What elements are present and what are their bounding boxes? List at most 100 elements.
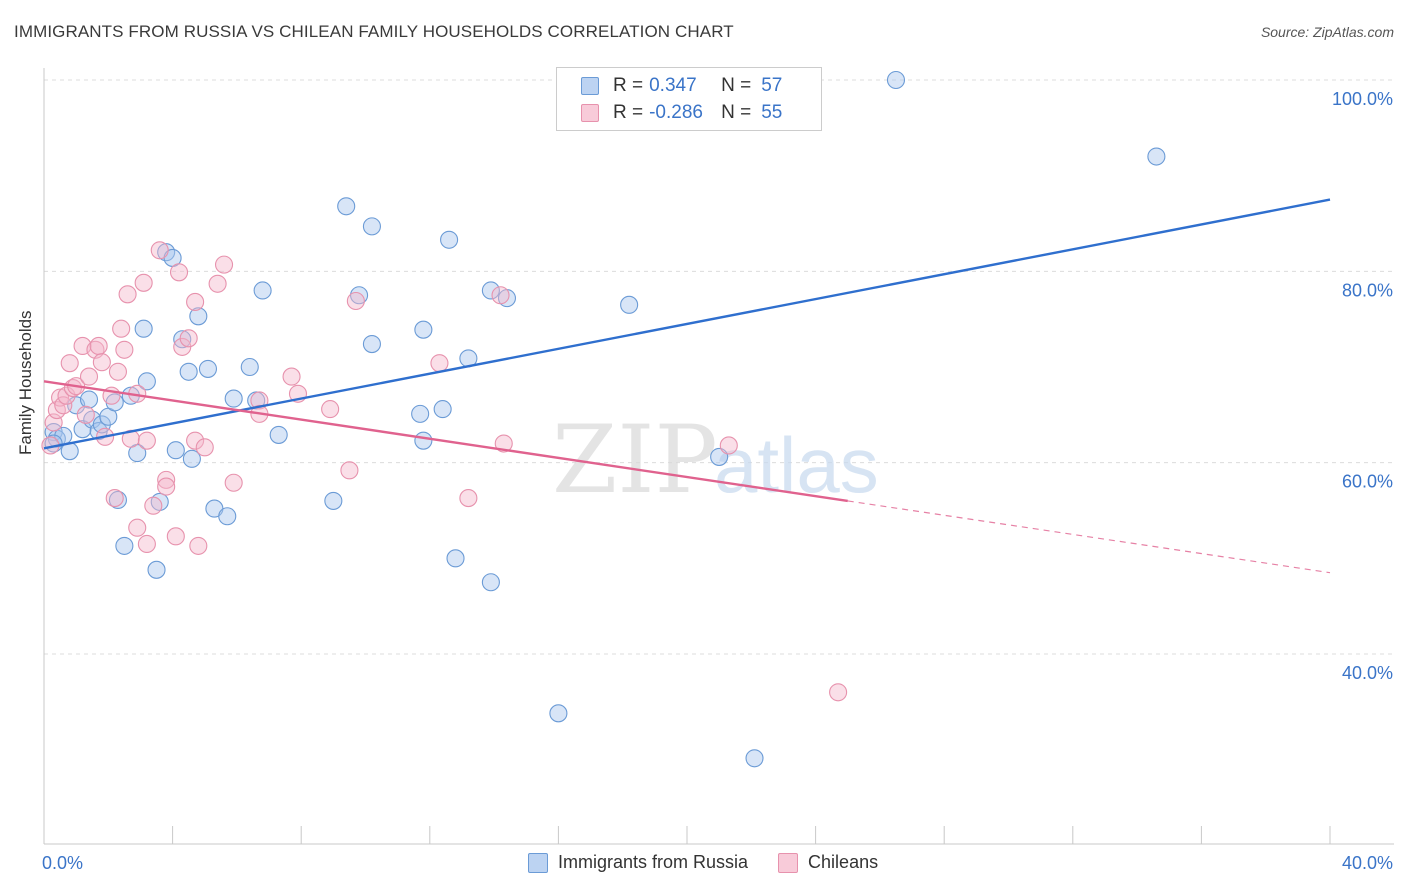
chileans-point bbox=[169, 263, 189, 282]
chileans-point bbox=[195, 438, 214, 457]
russia-point bbox=[886, 70, 906, 90]
chileans-point bbox=[224, 473, 243, 492]
russia-point bbox=[218, 507, 237, 526]
legend-r-label: R = bbox=[613, 102, 644, 123]
chileans-point bbox=[282, 367, 301, 386]
y-axis-label: Family Households bbox=[16, 310, 35, 455]
chileans-point bbox=[128, 518, 147, 537]
russia-point bbox=[115, 536, 134, 555]
chileans-point bbox=[459, 489, 478, 508]
chileans-point bbox=[137, 534, 156, 554]
legend-n-value: 57 bbox=[761, 75, 783, 96]
russia-point bbox=[414, 431, 433, 450]
chart-source: Source: ZipAtlas.com bbox=[1260, 24, 1394, 40]
chileans-point bbox=[491, 286, 510, 305]
x-tick-label: 40.0% bbox=[1342, 853, 1393, 873]
chileans-point bbox=[157, 470, 176, 489]
russia-point bbox=[481, 573, 500, 592]
russia-point bbox=[173, 330, 192, 349]
legend-row-chileans: R = -0.286 N = 55 bbox=[581, 101, 782, 125]
chileans-point bbox=[137, 431, 156, 450]
chileans-point bbox=[186, 431, 205, 450]
russia-point bbox=[224, 389, 243, 408]
chileans-point bbox=[157, 477, 176, 496]
chileans-point bbox=[430, 354, 449, 373]
legend-swatch-russia bbox=[581, 77, 599, 95]
series-swatch-chileans bbox=[778, 852, 799, 873]
y-tick-label: 80.0% bbox=[1342, 280, 1393, 300]
series-legend-russia: Immigrants from Russia bbox=[528, 852, 748, 873]
legend-row-russia: R = 0.347 N = 57 bbox=[581, 74, 782, 98]
russia-point bbox=[108, 490, 127, 510]
russia-point bbox=[362, 217, 381, 236]
series-legend-chileans: Chileans bbox=[778, 852, 878, 873]
watermark-atlas: atlas bbox=[714, 421, 879, 509]
chileans-point bbox=[829, 683, 848, 702]
legend-r-value: 0.347 bbox=[649, 75, 697, 96]
russia-point bbox=[147, 560, 166, 579]
chileans-point bbox=[189, 536, 208, 555]
chileans-point bbox=[186, 292, 205, 311]
chileans-point bbox=[105, 489, 124, 508]
legend-r-label: R = bbox=[613, 75, 644, 96]
series-label-chileans: Chileans bbox=[808, 852, 879, 872]
legend-n-value: 55 bbox=[761, 102, 783, 123]
russia-point bbox=[414, 320, 433, 339]
y-tick-label: 60.0% bbox=[1342, 472, 1393, 492]
series-swatch-russia bbox=[528, 852, 548, 873]
russia-point bbox=[324, 491, 343, 510]
russia-point bbox=[240, 357, 259, 377]
chileans-point bbox=[340, 461, 359, 480]
chileans-point bbox=[719, 436, 738, 455]
series-label-russia: Immigrants from Russia bbox=[558, 852, 749, 872]
chileans-point bbox=[214, 255, 234, 274]
chileans-point bbox=[346, 291, 365, 311]
russia-point bbox=[362, 334, 381, 354]
correlation-legend: R = 0.347 N = 57 R = -0.286 N = 55 bbox=[556, 67, 822, 131]
russia-point bbox=[198, 359, 218, 378]
russia-point bbox=[745, 749, 764, 768]
russia-point bbox=[1147, 147, 1166, 166]
y-tick-label: 100.0% bbox=[1332, 89, 1393, 109]
chileans-point bbox=[60, 354, 79, 373]
russia-point bbox=[411, 404, 430, 423]
russia-point bbox=[433, 400, 452, 419]
legend-swatch-chileans bbox=[581, 104, 599, 122]
russia-point bbox=[189, 307, 208, 326]
chileans-trend-line bbox=[43, 380, 848, 503]
chileans-point bbox=[108, 362, 127, 381]
y-tick-label: 40.0% bbox=[1342, 663, 1393, 683]
chileans-point bbox=[76, 405, 95, 424]
legend-n-label: N = bbox=[721, 102, 752, 123]
russia-point bbox=[166, 441, 185, 460]
chileans-point bbox=[494, 434, 513, 453]
russia-point bbox=[481, 281, 500, 300]
chileans-point bbox=[118, 285, 137, 304]
russia-point bbox=[269, 425, 288, 444]
chileans-point bbox=[208, 274, 227, 293]
chileans-point bbox=[79, 367, 99, 386]
russia-point bbox=[137, 372, 156, 391]
chileans-point bbox=[144, 496, 163, 515]
russia-point bbox=[446, 549, 465, 568]
chileans-point bbox=[89, 336, 108, 356]
series-legend: Immigrants from Russia Chileans bbox=[528, 852, 908, 873]
chileans-point bbox=[134, 273, 153, 292]
chileans-point bbox=[57, 386, 76, 405]
chileans-point bbox=[92, 353, 111, 372]
russia-point bbox=[182, 449, 201, 468]
chileans-point bbox=[115, 340, 134, 359]
russia-point bbox=[549, 704, 568, 723]
russia-point bbox=[350, 286, 369, 305]
russia-point bbox=[134, 319, 153, 338]
chileans-point bbox=[179, 329, 198, 348]
legend-r-value: -0.286 bbox=[649, 102, 703, 123]
russia-point bbox=[73, 420, 92, 439]
russia-point bbox=[79, 390, 99, 409]
russia-point bbox=[337, 197, 356, 216]
chileans-point bbox=[166, 527, 185, 546]
russia-trend-line bbox=[43, 198, 1331, 450]
russia-point bbox=[253, 281, 272, 300]
chileans-trend-extension bbox=[847, 500, 1331, 574]
